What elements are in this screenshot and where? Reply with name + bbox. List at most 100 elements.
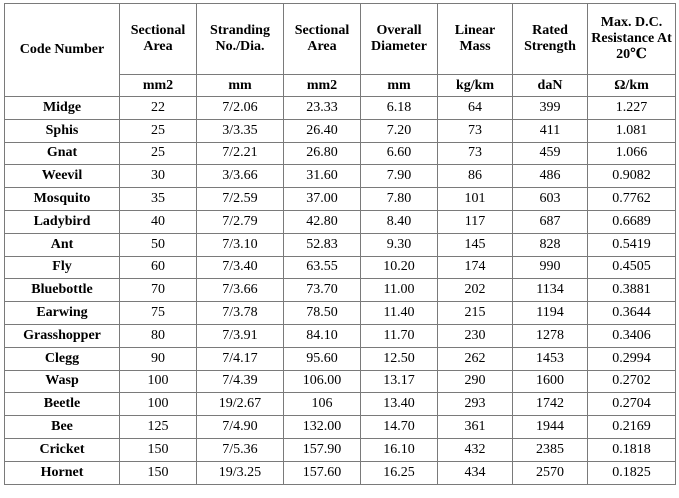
sectional-area-cell: 80 [119, 323, 197, 348]
table-body: Midge 22 7/2.06 23.33 6.18 64 399 1.227 Sphis 25 3… [4, 96, 676, 485]
table-row: Mosquito 35 7/2.59 37.00 7.80 101 603 0.7762 [4, 187, 676, 211]
resistance-cell: 0.6689 [587, 209, 676, 234]
linear-mass-cell: 101 [437, 187, 513, 211]
linear-mass-cell: 202 [437, 278, 513, 303]
rated-strength-cell: 1278 [512, 323, 588, 348]
resistance-cell: 0.2169 [587, 415, 676, 439]
stranding-cell: 3/3.35 [196, 118, 284, 143]
rated-strength-cell: 1453 [512, 346, 588, 371]
table-row: Ladybird 40 7/2.79 42.80 8.40 117 687 0.6689 [4, 209, 676, 234]
table-row: Earwing 75 7/3.78 78.50 11.40 215 1194 0.3644 [4, 301, 676, 325]
stranding-cell: 7/3.66 [196, 278, 284, 303]
resistance-cell: 0.2702 [587, 369, 676, 394]
stranding-cell: 7/3.40 [196, 255, 284, 280]
linear-mass-cell: 434 [437, 460, 513, 485]
code-number-cell: Wasp [4, 369, 120, 394]
unit-cell: Ω/km [587, 74, 676, 97]
sectional-area-cell: 22 [119, 96, 197, 120]
overall-diameter-cell: 13.17 [360, 369, 438, 394]
units-row: mm2 mm mm2 mm kg/km daN Ω/km [5, 74, 676, 97]
header-sectional-area-nominal: Sectional Area [119, 3, 197, 75]
rated-strength-cell: 2385 [512, 437, 588, 462]
overall-diameter-cell: 6.60 [360, 141, 438, 166]
resistance-cell: 1.066 [587, 141, 676, 166]
resistance-cell: 0.2994 [587, 346, 676, 371]
rated-strength-cell: 1600 [512, 369, 588, 394]
code-number-cell: Mosquito [4, 187, 120, 211]
unit-cell: daN [512, 74, 588, 97]
header-code-number: Code Number [4, 3, 120, 97]
linear-mass-cell: 361 [437, 415, 513, 439]
table-row: Cricket 150 7/5.36 157.90 16.10 432 2385 0.1818 [4, 437, 676, 462]
unit-cell: mm2 [283, 74, 361, 97]
stranding-cell: 7/2.79 [196, 209, 284, 234]
code-number-cell: Cricket [4, 437, 120, 462]
rated-strength-cell: 411 [512, 118, 588, 143]
table-row: Bluebottle 70 7/3.66 73.70 11.00 202 1134 0.388… [4, 278, 676, 303]
overall-diameter-cell: 16.10 [360, 437, 438, 462]
rated-strength-cell: 1194 [512, 301, 588, 325]
code-number-cell: Beetle [4, 392, 120, 417]
sectional-area-cell: 40 [119, 209, 197, 234]
resistance-cell: 0.3881 [587, 278, 676, 303]
rated-strength-cell: 399 [512, 96, 588, 120]
stranding-cell: 7/4.39 [196, 369, 284, 394]
table-row: Clegg 90 7/4.17 95.60 12.50 262 1453 0.2994 [4, 346, 676, 371]
overall-diameter-cell: 8.40 [360, 209, 438, 234]
linear-mass-cell: 230 [437, 323, 513, 348]
overall-diameter-cell: 12.50 [360, 346, 438, 371]
resistance-cell: 0.5419 [587, 232, 676, 257]
overall-diameter-cell: 7.90 [360, 164, 438, 189]
actual-area-cell: 42.80 [283, 209, 361, 234]
actual-area-cell: 63.55 [283, 255, 361, 280]
header-sectional-area-actual: Sectional Area [283, 3, 361, 75]
resistance-cell: 0.3406 [587, 323, 676, 348]
table-row: Wasp 100 7/4.39 106.00 13.17 290 1600 0.2702 [4, 369, 676, 394]
rated-strength-cell: 990 [512, 255, 588, 280]
overall-diameter-cell: 9.30 [360, 232, 438, 257]
resistance-cell: 1.227 [587, 96, 676, 120]
stranding-cell: 7/2.59 [196, 187, 284, 211]
sectional-area-cell: 30 [119, 164, 197, 189]
actual-area-cell: 78.50 [283, 301, 361, 325]
sectional-area-cell: 60 [119, 255, 197, 280]
sectional-area-cell: 70 [119, 278, 197, 303]
actual-area-cell: 26.40 [283, 118, 361, 143]
header-linear-mass: Linear Mass [437, 3, 513, 75]
linear-mass-cell: 432 [437, 437, 513, 462]
sectional-area-cell: 25 [119, 141, 197, 166]
linear-mass-cell: 73 [437, 118, 513, 143]
header-rated-strength: Rated Strength [512, 3, 588, 75]
stranding-cell: 19/2.67 [196, 392, 284, 417]
stranding-cell: 7/3.78 [196, 301, 284, 325]
linear-mass-cell: 117 [437, 209, 513, 234]
code-number-cell: Ladybird [4, 209, 120, 234]
unit-cell: mm [360, 74, 438, 97]
stranding-cell: 7/4.90 [196, 415, 284, 439]
table-row: Fly 60 7/3.40 63.55 10.20 174 990 0.4505 [4, 255, 676, 280]
stranding-cell: 19/3.25 [196, 460, 284, 485]
stranding-cell: 7/2.06 [196, 96, 284, 120]
overall-diameter-cell: 16.25 [360, 460, 438, 485]
actual-area-cell: 73.70 [283, 278, 361, 303]
overall-diameter-cell: 10.20 [360, 255, 438, 280]
actual-area-cell: 132.00 [283, 415, 361, 439]
code-number-cell: Bee [4, 415, 120, 439]
code-number-cell: Ant [4, 232, 120, 257]
actual-area-cell: 95.60 [283, 346, 361, 371]
unit-cell: mm2 [119, 74, 197, 97]
sectional-area-cell: 150 [119, 437, 197, 462]
table-row: Ant 50 7/3.10 52.83 9.30 145 828 0.5419 [4, 232, 676, 257]
code-number-cell: Earwing [4, 301, 120, 325]
code-number-cell: Midge [4, 96, 120, 120]
sectional-area-cell: 25 [119, 118, 197, 143]
linear-mass-cell: 174 [437, 255, 513, 280]
table-row: Bee 125 7/4.90 132.00 14.70 361 1944 0.2169 [4, 415, 676, 439]
unit-cell: kg/km [437, 74, 513, 97]
table-row: Midge 22 7/2.06 23.33 6.18 64 399 1.227 [4, 96, 676, 120]
linear-mass-cell: 293 [437, 392, 513, 417]
overall-diameter-cell: 7.80 [360, 187, 438, 211]
overall-diameter-cell: 7.20 [360, 118, 438, 143]
code-number-cell: Fly [4, 255, 120, 280]
actual-area-cell: 23.33 [283, 96, 361, 120]
